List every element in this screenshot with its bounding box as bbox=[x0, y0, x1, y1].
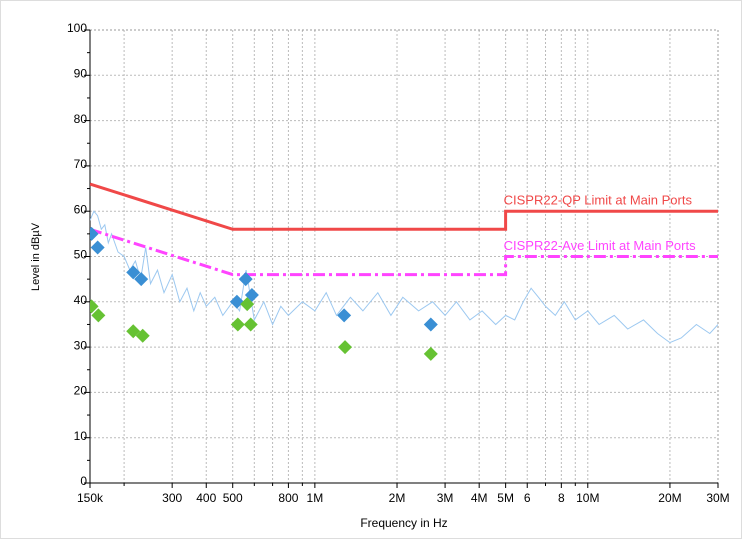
data-point bbox=[91, 308, 106, 323]
x-tick-label: 800 bbox=[278, 491, 298, 505]
y-tick-label: 80 bbox=[74, 112, 88, 126]
y-tick-label: 30 bbox=[74, 338, 88, 352]
y-tick-label: 60 bbox=[74, 202, 88, 216]
data-point bbox=[90, 226, 99, 241]
data-point bbox=[423, 317, 438, 332]
data-point bbox=[240, 297, 255, 312]
data-point bbox=[338, 340, 353, 355]
y-tick-label: 50 bbox=[74, 248, 88, 262]
x-tick-label: 4M bbox=[471, 491, 488, 505]
x-tick-label: 20M bbox=[658, 491, 681, 505]
data-point bbox=[126, 265, 141, 280]
y-tick-label: 100 bbox=[67, 21, 87, 35]
x-tick-label: 1M bbox=[307, 491, 324, 505]
x-tick-label: 30M bbox=[706, 491, 729, 505]
x-tick-label: 2M bbox=[389, 491, 406, 505]
y-axis-label: Level in dBµV bbox=[30, 222, 42, 291]
x-tick-label: 5M bbox=[497, 491, 514, 505]
data-point bbox=[238, 272, 253, 287]
x-tick-label: 6 bbox=[524, 491, 531, 505]
limit-label: CISPR22-QP Limit at Main Ports bbox=[504, 193, 693, 208]
limit-line bbox=[90, 227, 718, 277]
x-tick-label: 3M bbox=[437, 491, 454, 505]
x-tick-label: 400 bbox=[196, 491, 216, 505]
x-tick-label: 500 bbox=[223, 491, 243, 505]
x-tick-label: 150k bbox=[77, 491, 104, 505]
y-tick-label: 90 bbox=[74, 66, 88, 80]
data-point bbox=[90, 299, 99, 314]
x-tick-label: 300 bbox=[162, 491, 182, 505]
data-point bbox=[243, 317, 258, 332]
x-tick-label: 10M bbox=[576, 491, 599, 505]
data-point bbox=[229, 294, 244, 309]
y-tick-label: 70 bbox=[74, 157, 88, 171]
data-point bbox=[337, 308, 352, 323]
y-tick-label: 40 bbox=[74, 293, 88, 307]
plot-area bbox=[90, 182, 718, 361]
data-point bbox=[135, 328, 150, 343]
limit-line bbox=[90, 182, 718, 231]
data-point bbox=[134, 272, 149, 287]
data-point bbox=[90, 240, 105, 255]
x-axis-label: Frequency in Hz bbox=[360, 516, 447, 530]
y-tick-label: 20 bbox=[74, 384, 88, 398]
y-tick-label: 0 bbox=[80, 474, 87, 488]
x-tick-label: 8 bbox=[558, 491, 565, 505]
data-point bbox=[423, 346, 438, 361]
data-point bbox=[126, 324, 141, 339]
limit-label: CISPR22-Ave Limit at Main Ports bbox=[504, 238, 696, 253]
data-point bbox=[230, 317, 245, 332]
y-tick-label: 10 bbox=[74, 429, 88, 443]
plot-border bbox=[89, 29, 719, 484]
